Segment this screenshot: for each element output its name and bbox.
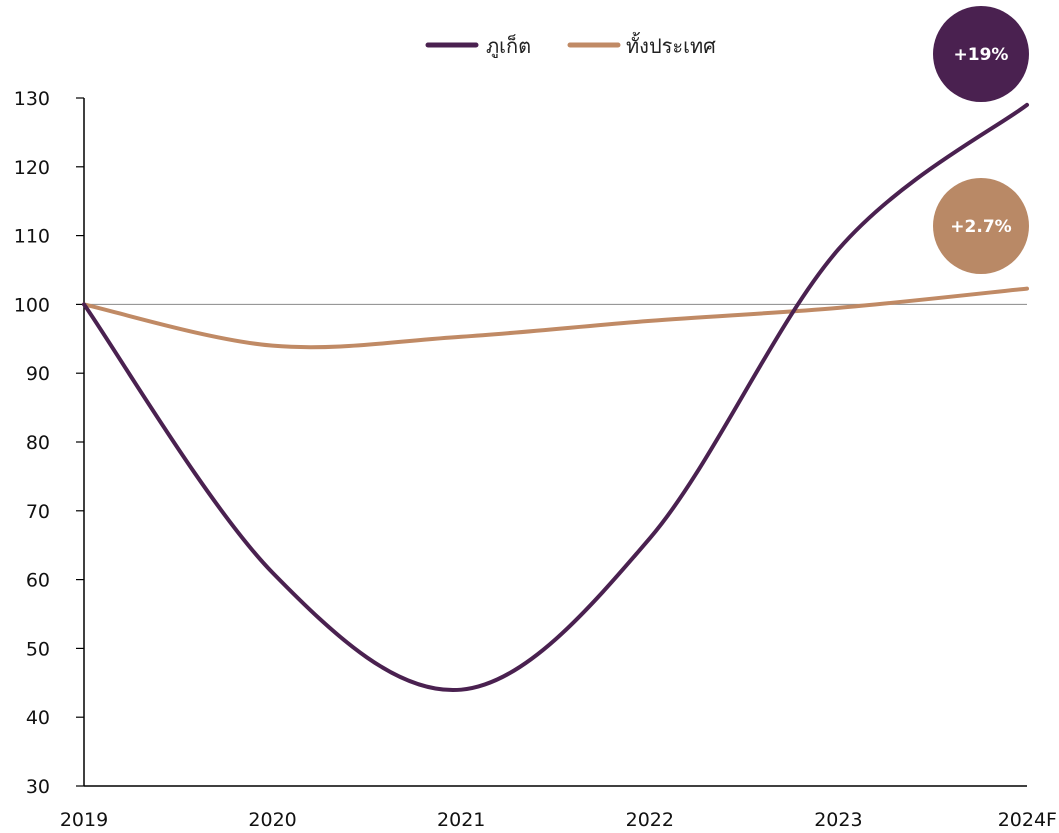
series-line-phuket — [82, 102, 1029, 693]
x-tick-label: 2023 — [814, 809, 862, 831]
x-tick-label: 2024F — [998, 809, 1057, 831]
legend: ภูเก็ต ทั้งประเทศ — [425, 32, 716, 59]
badge-nationwide: +2.7% — [933, 178, 1029, 274]
legend-label-nationwide: ทั้งประเทศ — [626, 32, 716, 58]
series-lines — [82, 102, 1029, 693]
y-tick-label: 110 — [14, 226, 50, 248]
x-tick-labels: 2019 2020 2021 2022 2023 2024F — [60, 809, 1057, 831]
legend-label-phuket: ภูเก็ต — [486, 33, 531, 59]
series-line-nationwide — [82, 286, 1029, 350]
x-tick-label: 2021 — [437, 809, 485, 831]
x-tick-label: 2020 — [248, 809, 296, 831]
y-tick-label: 80 — [26, 432, 50, 454]
y-tick-label: 120 — [14, 157, 50, 179]
badge-nationwide-circle — [933, 178, 1029, 274]
badge-nationwide-label: +2.7% — [950, 217, 1011, 237]
y-tick-labels: 30 40 50 60 70 80 90 100 110 120 130 — [14, 88, 84, 798]
badge-phuket: +19% — [933, 6, 1029, 102]
y-tick-label: 70 — [26, 501, 50, 523]
y-tick-label: 130 — [14, 88, 50, 110]
y-tick-label: 40 — [26, 707, 50, 729]
y-tick-label: 90 — [26, 363, 50, 385]
y-tick-label: 100 — [14, 294, 50, 316]
y-tick-label: 50 — [26, 638, 50, 660]
badge-phuket-label: +19% — [954, 45, 1009, 65]
y-tick-label: 60 — [26, 570, 50, 592]
y-tick-label: 30 — [26, 776, 50, 798]
x-tick-label: 2022 — [626, 809, 674, 831]
badge-phuket-circle — [933, 6, 1029, 102]
x-tick-label: 2019 — [60, 809, 108, 831]
